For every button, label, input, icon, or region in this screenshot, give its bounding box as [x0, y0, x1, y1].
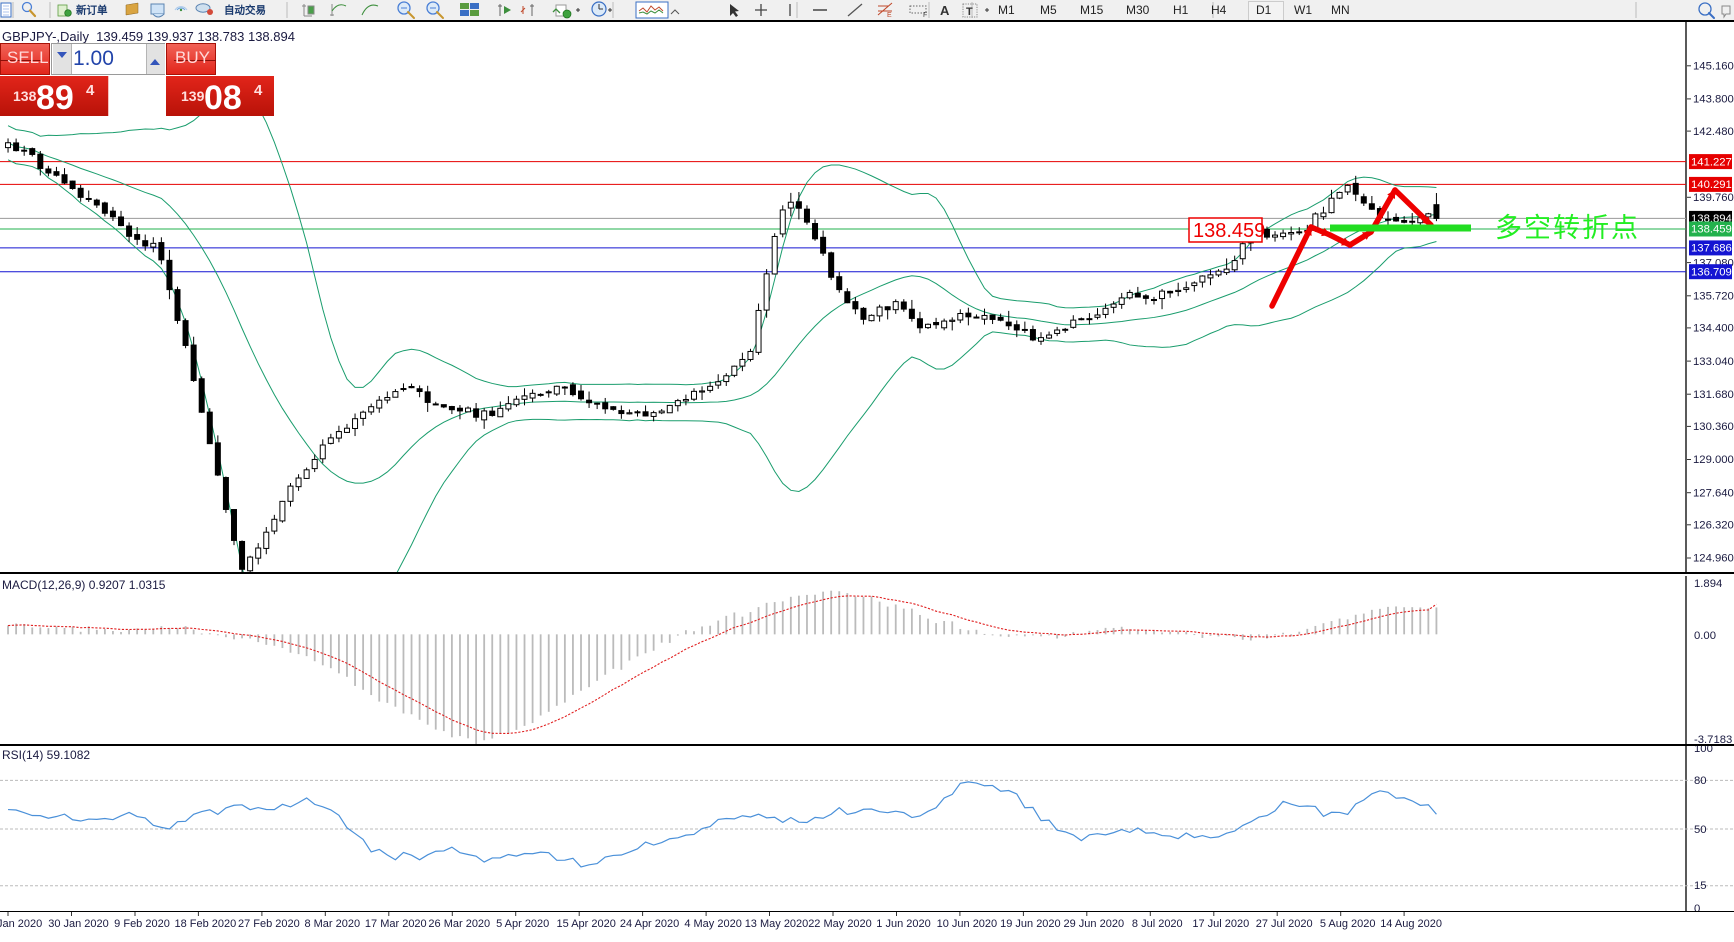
svg-text:143.800: 143.800	[1693, 94, 1734, 106]
svg-text:137.686: 137.686	[1691, 243, 1732, 255]
svg-text:135.720: 135.720	[1693, 291, 1734, 303]
svg-text:134.400: 134.400	[1693, 323, 1734, 335]
svg-text:139.760: 139.760	[1693, 192, 1734, 204]
svg-text:133.040: 133.040	[1693, 356, 1734, 368]
svg-text:1.894: 1.894	[1694, 578, 1722, 590]
svg-text:136.709: 136.709	[1691, 266, 1732, 278]
svg-text:142.480: 142.480	[1693, 126, 1734, 138]
svg-text:127.640: 127.640	[1693, 487, 1734, 499]
svg-text:129.000: 129.000	[1693, 454, 1734, 466]
svg-text:0.00: 0.00	[1694, 630, 1716, 642]
svg-text:126.320: 126.320	[1693, 520, 1734, 532]
svg-text:131.680: 131.680	[1693, 389, 1734, 401]
svg-text:-3.7183: -3.7183	[1694, 734, 1732, 746]
svg-text:145.160: 145.160	[1693, 61, 1734, 73]
svg-text:多空转折点: 多空转折点	[1495, 213, 1640, 243]
svg-text:80: 80	[1694, 775, 1707, 787]
svg-text:124.960: 124.960	[1693, 553, 1734, 565]
svg-text:15: 15	[1694, 880, 1707, 892]
svg-text:100: 100	[1694, 746, 1713, 755]
svg-text:138.459: 138.459	[1193, 220, 1265, 242]
svg-text:50: 50	[1694, 824, 1707, 836]
svg-text:130.360: 130.360	[1693, 421, 1734, 433]
svg-text:141.227: 141.227	[1691, 156, 1732, 168]
svg-text:138.459: 138.459	[1691, 224, 1732, 236]
svg-text:140.291: 140.291	[1691, 179, 1732, 191]
svg-text:0: 0	[1694, 903, 1700, 912]
